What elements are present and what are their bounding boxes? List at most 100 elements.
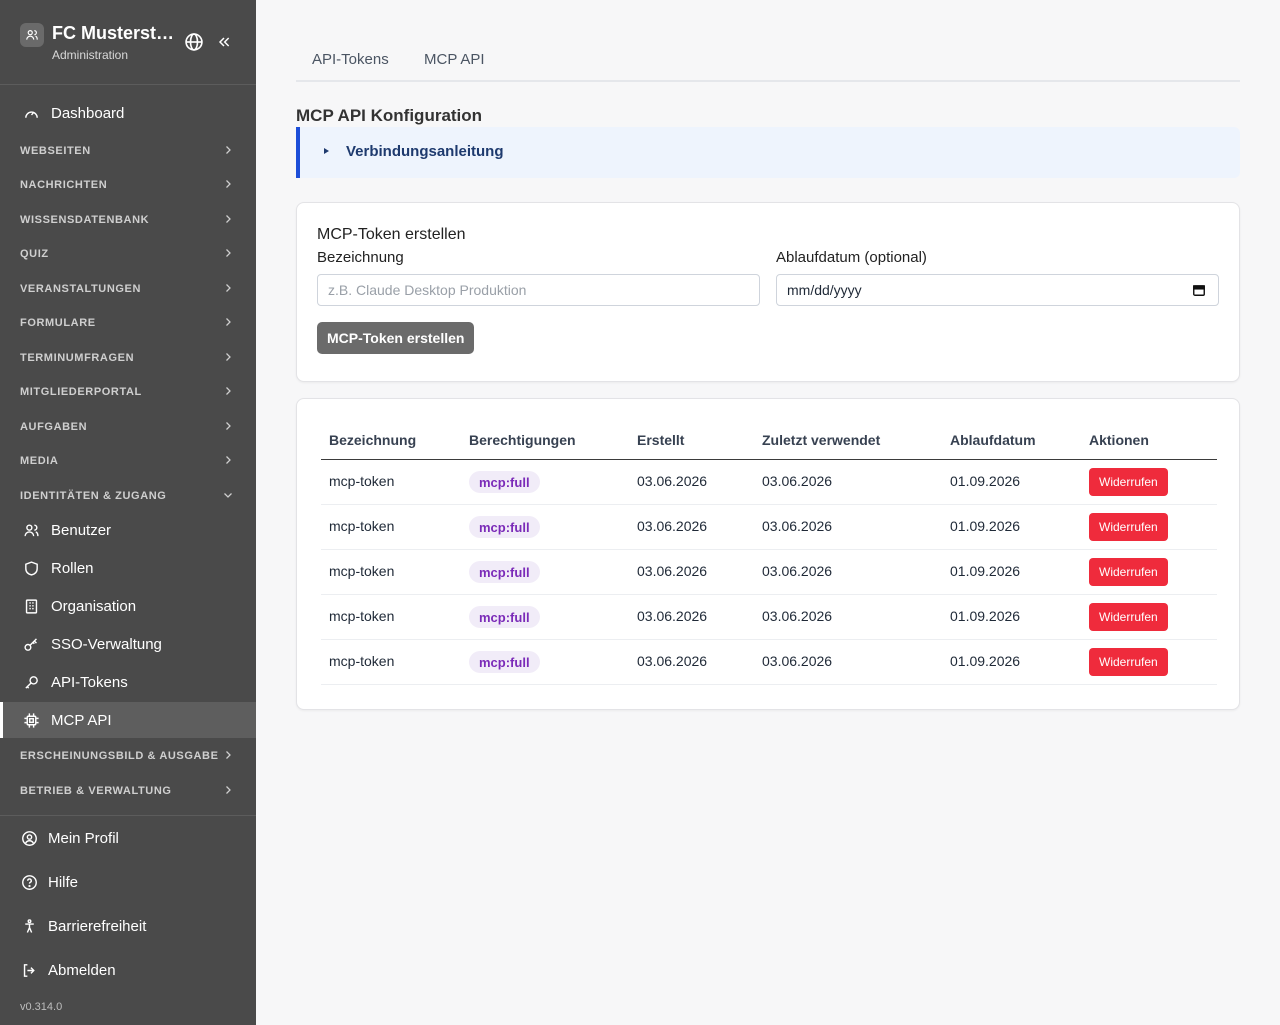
sidebar-item-mcp-api[interactable]: MCP API [0, 702, 256, 738]
section-label: FORMULARE [20, 317, 96, 329]
sidebar-item-label: Benutzer [51, 521, 112, 539]
section-label: WISSENSDATENBANK [20, 214, 150, 226]
sidebar-item-mein-profil[interactable]: Mein Profil [0, 820, 256, 856]
column-header-zuletzt-verwendet: Zuletzt verwendet [762, 432, 881, 448]
table-header-divider [321, 459, 1217, 460]
sidebar-item-rollen[interactable]: Rollen [0, 550, 256, 586]
tab-api-tokens[interactable]: API-Tokens [312, 51, 389, 68]
chevron-right-icon [226, 249, 231, 257]
sidebar-item-label: Rollen [51, 559, 94, 577]
sidebar-item-sso[interactable]: SSO-Verwaltung [0, 626, 256, 662]
sidebar-section-wissensdatenbank[interactable]: WISSENSDATENBANK [0, 203, 256, 237]
sidebar-item-hilfe[interactable]: Hilfe [0, 864, 256, 900]
table-row: mcp-token mcp:full 03.06.2026 03.06.2026… [321, 460, 1217, 505]
sidebar-item-label: Dashboard [51, 104, 125, 122]
expiry-date: 01.09.2026 [950, 653, 1021, 669]
last-used-date: 03.06.2026 [762, 608, 833, 624]
sidebar-section-identitaeten[interactable]: IDENTITÄTEN & ZUGANG [0, 479, 256, 513]
last-used-date: 03.06.2026 [762, 518, 833, 534]
sidebar-item-organisation[interactable]: Organisation [0, 588, 256, 624]
sidebar-item-benutzer[interactable]: Benutzer [0, 512, 256, 548]
chip-icon [22, 711, 40, 729]
section-label: WEBSEITEN [20, 145, 91, 157]
help-circle-icon [20, 873, 38, 891]
connection-guide-toggle[interactable]: Verbindungsanleitung [296, 127, 1240, 178]
sidebar-section-terminumfragen[interactable]: TERMINUMFRAGEN [0, 341, 256, 375]
org-avatar-icon [20, 23, 44, 47]
sidebar-divider [0, 815, 256, 816]
sidebar-item-barrierefreiheit[interactable]: Barrierefreiheit [0, 908, 256, 944]
gauge-icon [22, 104, 40, 122]
column-header-berechtigungen: Berechtigungen [469, 432, 576, 448]
token-name: mcp-token [329, 518, 395, 534]
accessibility-icon [20, 917, 38, 935]
last-used-date: 03.06.2026 [762, 473, 833, 489]
section-label: MITGLIEDERPORTAL [20, 386, 142, 398]
chevron-right-icon [226, 786, 231, 794]
building-icon [22, 597, 40, 615]
sidebar-item-dashboard[interactable]: Dashboard [0, 95, 256, 131]
sidebar-item-abmelden[interactable]: Abmelden [0, 952, 256, 988]
create-token-card: MCP-Token erstellen Bezeichnung z.B. Cla… [296, 202, 1240, 382]
section-label: QUIZ [20, 248, 49, 260]
column-header-ablaufdatum: Ablaufdatum [950, 432, 1036, 448]
org-name: FC Musterst… [52, 23, 175, 43]
revoke-button[interactable]: Widerrufen [1089, 513, 1168, 541]
token-name: mcp-token [329, 653, 395, 669]
sidebar-section-aufgaben[interactable]: AUFGABEN [0, 410, 256, 444]
column-header-aktionen: Aktionen [1089, 432, 1149, 448]
app-version: v0.314.0 [20, 1001, 63, 1013]
sidebar-section-erscheinungsbild[interactable]: ERSCHEINUNGSBILD & AUSGABE [0, 739, 256, 773]
sidebar-item-api-tokens[interactable]: API-Tokens [0, 664, 256, 700]
expiry-date-input[interactable]: mm/dd/yyyy [776, 274, 1219, 306]
token-name: mcp-token [329, 473, 395, 489]
created-date: 03.06.2026 [637, 473, 708, 489]
sidebar-section-veranstaltungen[interactable]: VERANSTALTUNGEN [0, 272, 256, 306]
revoke-button[interactable]: Widerrufen [1089, 603, 1168, 631]
token-name: mcp-token [329, 563, 395, 579]
section-label: ERSCHEINUNGSBILD & AUSGABE [20, 750, 219, 762]
revoke-button[interactable]: Widerrufen [1089, 468, 1168, 496]
created-date: 03.06.2026 [637, 518, 708, 534]
sidebar-section-mitgliederportal[interactable]: MITGLIEDERPORTAL [0, 375, 256, 409]
wrench-key-icon [22, 673, 40, 691]
token-name-input[interactable]: z.B. Claude Desktop Produktion [317, 274, 760, 306]
created-date: 03.06.2026 [637, 653, 708, 669]
sidebar-section-formulare[interactable]: FORMULARE [0, 306, 256, 340]
column-header-erstellt: Erstellt [637, 432, 685, 448]
chevron-down-icon [224, 493, 232, 498]
tab-mcp-api[interactable]: MCP API [424, 51, 485, 68]
sidebar-item-label: Mein Profil [48, 829, 119, 847]
created-date: 03.06.2026 [637, 608, 708, 624]
chevron-right-icon [226, 180, 231, 188]
connection-guide-label: Verbindungsanleitung [346, 143, 504, 160]
chevron-right-icon [226, 146, 231, 154]
table-row: mcp-token mcp:full 03.06.2026 03.06.2026… [321, 505, 1217, 550]
table-row: mcp-token mcp:full 03.06.2026 03.06.2026… [321, 550, 1217, 595]
sidebar-section-betrieb[interactable]: BETRIEB & VERWALTUNG [0, 774, 256, 808]
users-icon [22, 521, 40, 539]
scope-badge: mcp:full [469, 651, 540, 673]
calendar-icon[interactable] [1192, 283, 1206, 297]
sidebar-header: FC Musterst… Administration [0, 0, 256, 85]
sidebar-section-nachrichten[interactable]: NACHRICHTEN [0, 168, 256, 202]
section-label: TERMINUMFRAGEN [20, 352, 135, 364]
sidebar-section-quiz[interactable]: QUIZ [0, 237, 256, 271]
scope-badge: mcp:full [469, 516, 540, 538]
create-token-button[interactable]: MCP-Token erstellen [317, 322, 475, 354]
revoke-button[interactable]: Widerrufen [1089, 558, 1168, 586]
sidebar-item-label: MCP API [51, 711, 112, 729]
sidebar-section-webseiten[interactable]: WEBSEITEN [0, 134, 256, 168]
sidebar-item-label: Barrierefreiheit [48, 917, 147, 935]
logout-icon [20, 961, 38, 979]
revoke-button[interactable]: Widerrufen [1089, 648, 1168, 676]
chevron-right-icon [226, 353, 231, 361]
sidebar-item-label: SSO-Verwaltung [51, 635, 162, 653]
table-row: mcp-token mcp:full 03.06.2026 03.06.2026… [321, 595, 1217, 640]
collapse-sidebar-icon[interactable] [213, 31, 235, 53]
sidebar-section-media[interactable]: MEDIA [0, 444, 256, 478]
globe-icon[interactable] [183, 31, 205, 53]
chevron-right-icon [226, 387, 231, 395]
last-used-date: 03.06.2026 [762, 653, 833, 669]
page-title: MCP API Konfiguration [296, 106, 483, 125]
